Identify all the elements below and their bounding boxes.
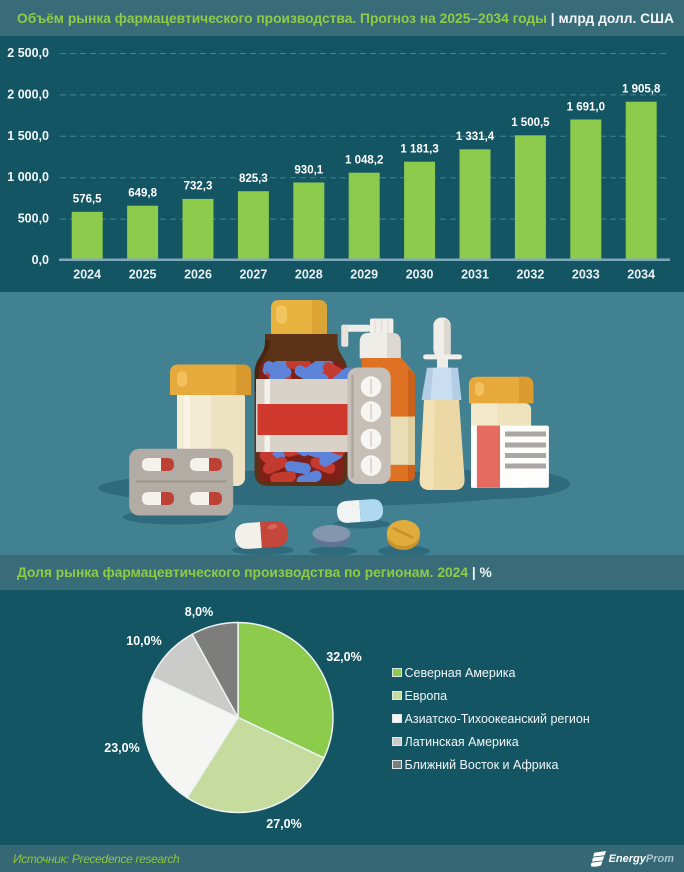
svg-text:500,0: 500,0 <box>18 212 49 226</box>
svg-text:732,3: 732,3 <box>184 181 213 193</box>
svg-text:1 905,8: 1 905,8 <box>622 84 661 96</box>
svg-text:2028: 2028 <box>295 268 323 282</box>
svg-text:2029: 2029 <box>350 268 378 282</box>
svg-text:2 000,0: 2 000,0 <box>7 87 49 101</box>
svg-text:2026: 2026 <box>184 268 212 282</box>
svg-text:576,5: 576,5 <box>73 194 102 206</box>
svg-text:1 691,0: 1 691,0 <box>567 101 605 113</box>
svg-text:1 181,3: 1 181,3 <box>400 144 438 156</box>
svg-text:2025: 2025 <box>129 268 157 282</box>
svg-text:2027: 2027 <box>239 268 267 282</box>
svg-text:2034: 2034 <box>627 268 655 282</box>
svg-text:27,0%: 27,0% <box>266 817 301 831</box>
svg-text:1 331,4: 1 331,4 <box>456 131 495 143</box>
svg-text:649,8: 649,8 <box>128 188 157 200</box>
svg-text:2033: 2033 <box>572 268 600 282</box>
svg-text:0,0: 0,0 <box>32 253 49 267</box>
svg-text:10,0%: 10,0% <box>126 634 161 648</box>
svg-text:1 000,0: 1 000,0 <box>7 170 49 184</box>
svg-text:23,0%: 23,0% <box>104 741 139 755</box>
svg-text:2032: 2032 <box>516 268 544 282</box>
svg-text:1 500,0: 1 500,0 <box>7 129 49 143</box>
svg-text:1 048,2: 1 048,2 <box>345 155 383 167</box>
svg-text:2024: 2024 <box>73 268 101 282</box>
svg-text:2 500,0: 2 500,0 <box>7 46 49 60</box>
svg-text:32,0%: 32,0% <box>326 650 361 664</box>
svg-text:2031: 2031 <box>461 268 489 282</box>
svg-text:1 500,5: 1 500,5 <box>511 117 550 129</box>
svg-text:930,1: 930,1 <box>294 164 323 176</box>
svg-text:2030: 2030 <box>406 268 434 282</box>
svg-text:8,0%: 8,0% <box>185 605 214 619</box>
svg-text:825,3: 825,3 <box>239 173 268 185</box>
